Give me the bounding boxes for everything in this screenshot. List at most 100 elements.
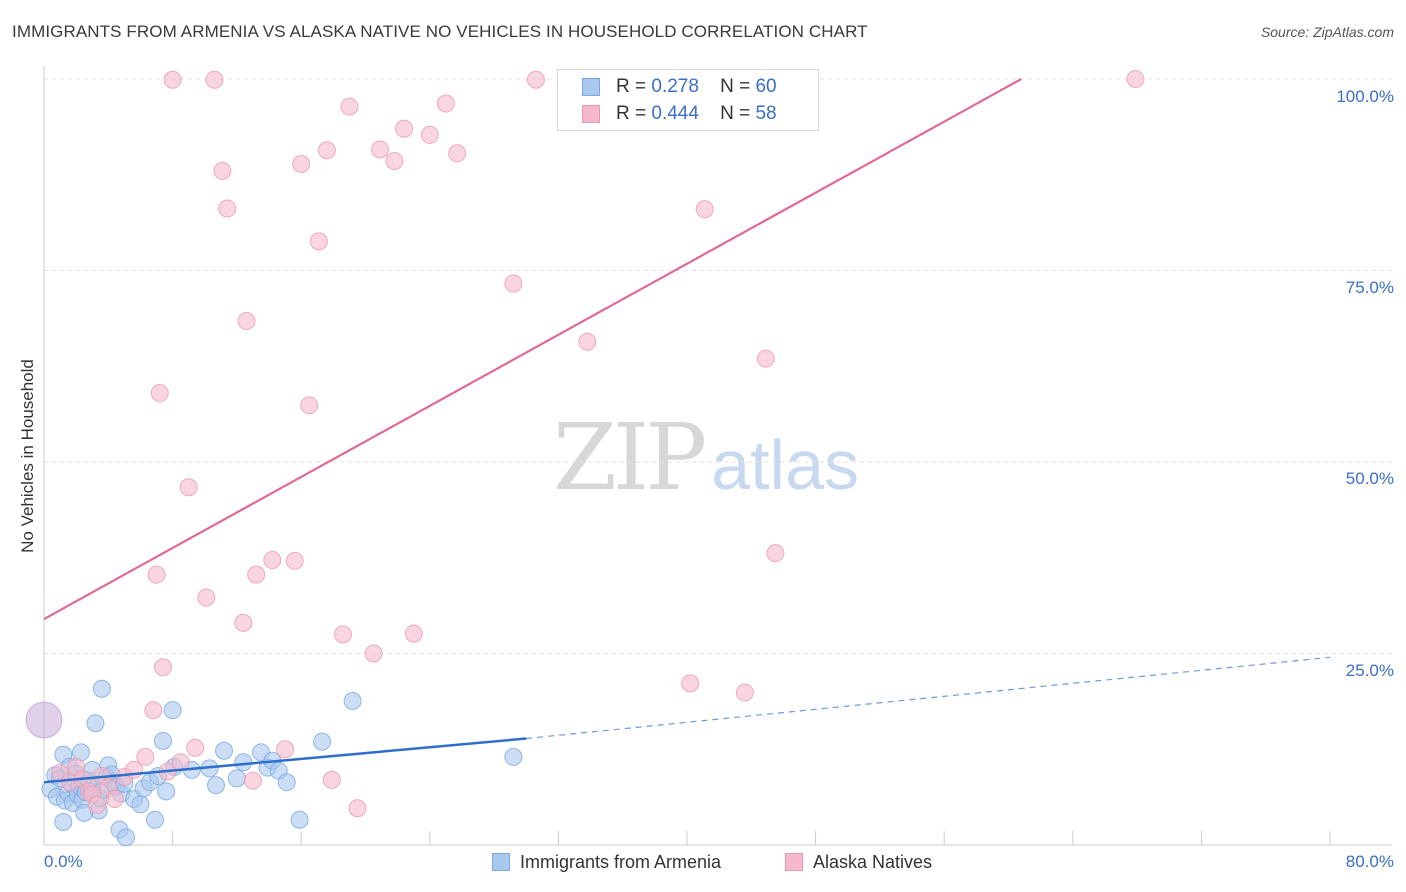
armenia-point-40 <box>163 701 182 720</box>
alaska-point-30 <box>263 551 282 570</box>
x-tick-label-min: 0.0% <box>44 852 83 871</box>
alaska-swatch-icon <box>582 105 600 123</box>
alaska-point-38 <box>340 97 359 116</box>
armenia-point-21 <box>92 679 111 698</box>
armenia-point-38 <box>153 731 172 750</box>
armenia-point-33 <box>131 795 150 814</box>
armenia-point-54 <box>313 732 332 751</box>
alaska-point-15 <box>150 384 169 403</box>
alaska-point-27 <box>237 312 256 331</box>
armenia-point-44 <box>207 776 226 795</box>
armenia-swatch-icon <box>582 78 600 96</box>
alaska-point-48 <box>448 144 467 163</box>
stats-row-alaska-text: R = 0.444 N = 58 <box>616 103 777 125</box>
alaska-point-16 <box>153 658 172 677</box>
n-value-alaska: 58 <box>755 103 777 124</box>
alaska-point-47 <box>436 94 455 113</box>
legend-label-armenia: Immigrants from Armenia <box>520 852 722 872</box>
alaska-point-31 <box>276 740 295 759</box>
alaska-point-13 <box>144 701 163 720</box>
alaska-point-46 <box>420 125 439 144</box>
legend-item-alaska: Alaska Natives <box>785 852 932 873</box>
n-label: N = <box>720 76 751 97</box>
alaska-point-6 <box>88 796 107 815</box>
y-tick-label-25: 25.0% <box>1345 661 1394 680</box>
alaska-point-56 <box>756 349 775 368</box>
y-tick-label-75: 75.0% <box>1345 278 1394 297</box>
armenia-point-31 <box>116 828 135 847</box>
alaska-point-21 <box>186 738 205 757</box>
r-label: R = <box>616 76 647 97</box>
alaska-point-23 <box>205 70 224 89</box>
alaska-point-37 <box>322 770 341 789</box>
armenia-point-55 <box>343 691 362 710</box>
armenia-point-45 <box>215 741 234 760</box>
alaska-point-9 <box>105 790 124 809</box>
watermark: ZIP atlas <box>553 404 859 511</box>
n-value-armenia: 60 <box>755 76 777 97</box>
armenia-point-39 <box>157 782 176 801</box>
stats-legend: R = 0.278 N = 60 R = 0.444 N = 58 <box>557 69 819 131</box>
y-tick-label-50: 50.0% <box>1345 469 1394 488</box>
armenia-point-53 <box>290 810 309 829</box>
alaska-point-28 <box>243 771 262 790</box>
alaska-point-24 <box>213 161 232 180</box>
alaska-point-29 <box>247 565 266 584</box>
alaska-point-40 <box>348 799 367 818</box>
x-tick-label-max: 80.0% <box>1345 852 1394 871</box>
source-label: Source: ZipAtlas.com <box>1260 24 1394 40</box>
armenia-trend-extension <box>526 656 1331 740</box>
alaska-legend-swatch-icon <box>785 853 803 871</box>
alaska-point-41 <box>364 644 383 663</box>
armenia-trend-line <box>43 737 527 784</box>
stats-row-armenia-text: R = 0.278 N = 60 <box>616 76 777 98</box>
armenia-point-18 <box>86 714 105 733</box>
legend-label-alaska: Alaska Natives <box>813 852 933 872</box>
alaska-point-22 <box>197 588 216 607</box>
alaska-point-26 <box>234 613 253 632</box>
alaska-point-36 <box>317 141 336 160</box>
alaska-point-18 <box>163 70 182 89</box>
alaska-point-12 <box>136 747 155 766</box>
armenia-point-52 <box>277 773 296 792</box>
alaska-point-32 <box>285 551 304 570</box>
watermark-zip: ZIP <box>553 404 707 511</box>
armenia-point-56 <box>504 747 523 766</box>
alaska-point-42 <box>370 140 389 159</box>
armenia-point-36 <box>145 810 164 829</box>
armenia-legend-swatch-icon <box>492 853 510 871</box>
y-axis-label: No Vehicles in Household <box>18 359 37 553</box>
armenia-point-46 <box>227 769 246 788</box>
alaska-point-33 <box>292 155 311 174</box>
alaska-point-44 <box>395 119 414 138</box>
watermark-atlas: atlas <box>711 426 860 504</box>
alaska-point-50 <box>526 70 545 89</box>
alaska-point-25 <box>218 199 237 218</box>
alaska-point-52 <box>578 332 597 351</box>
chart-title: IMMIGRANTS FROM ARMENIA VS ALASKA NATIVE… <box>12 22 868 41</box>
alaska-point-14 <box>147 565 166 584</box>
alaska-point-34 <box>300 396 319 415</box>
r-label: R = <box>616 103 647 124</box>
alaska-point-35 <box>309 232 328 251</box>
alaska-point-55 <box>735 683 754 702</box>
armenia-point-57 <box>54 813 73 832</box>
r-value-armenia: 0.278 <box>651 76 699 97</box>
armenia-point-47 <box>234 753 253 772</box>
alaska-point-39 <box>333 625 352 644</box>
alaska-point-45 <box>404 624 423 643</box>
legend-item-armenia: Immigrants from Armenia <box>492 852 721 873</box>
alaska-point-43 <box>385 151 404 170</box>
alaska-point-57 <box>766 544 785 563</box>
alaska-point-20 <box>179 478 198 497</box>
alaska-point-53 <box>681 674 700 693</box>
alaska-point-58 <box>1126 70 1145 88</box>
n-label: N = <box>720 103 751 124</box>
y-tick-label-100: 100.0% <box>1336 87 1394 106</box>
alaska-trend-line <box>43 78 1022 620</box>
r-value-alaska: 0.444 <box>651 103 699 124</box>
alaska-point-54 <box>695 200 714 219</box>
alaska-point-49 <box>504 274 523 293</box>
cluster-bubble <box>25 701 63 739</box>
